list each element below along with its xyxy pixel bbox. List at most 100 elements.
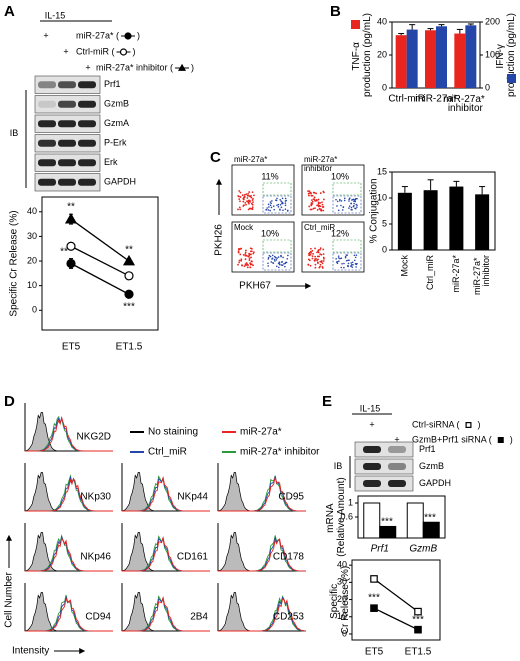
histogram [25, 537, 113, 572]
bar [379, 525, 397, 539]
ib-label: IB [334, 461, 343, 471]
event-dot [311, 200, 314, 203]
y-tick-label: 20 [337, 594, 347, 604]
event-dot [285, 199, 288, 202]
marker-label: NKp30 [80, 492, 111, 503]
legend-label: No staining [148, 427, 198, 438]
event-dot [276, 257, 278, 259]
event-dot [355, 254, 358, 256]
event-dot [314, 199, 316, 202]
x-tick-label: Prf1 [371, 544, 389, 555]
event-dot [237, 195, 240, 197]
histogram [25, 416, 113, 452]
event-dot [277, 206, 280, 208]
event-dot [316, 261, 319, 264]
event-dot [347, 265, 349, 267]
event-dot [238, 261, 240, 264]
event-dot [311, 203, 314, 205]
event-dot [282, 256, 284, 259]
plot-label: miR-27a* [234, 155, 267, 164]
event-dot [284, 202, 287, 204]
event-dot [249, 195, 252, 198]
event-dot [237, 251, 240, 254]
event-dot [283, 263, 285, 265]
event-dot [280, 200, 282, 202]
event-dot [337, 209, 340, 212]
event-dot [308, 190, 311, 193]
event-dot [278, 261, 281, 264]
bar [465, 25, 477, 88]
event-dot [249, 247, 252, 250]
event-dot [336, 200, 339, 203]
event-dot [337, 255, 340, 257]
marker [177, 63, 187, 71]
event-dot [245, 254, 248, 257]
band [38, 139, 56, 147]
event-dot [312, 191, 315, 194]
lane-mark: + [43, 30, 48, 40]
blot-label: GAPDH [104, 177, 136, 187]
event-dot [280, 206, 283, 209]
band [388, 446, 406, 453]
event-dot [319, 202, 322, 204]
event-dot [265, 208, 268, 211]
event-dot [337, 257, 340, 259]
band [58, 178, 76, 186]
event-dot [335, 198, 337, 201]
event-dot [341, 209, 344, 211]
band [363, 463, 381, 470]
y-tick-label: 30 [337, 577, 347, 587]
event-dot [318, 207, 321, 210]
series-line [70, 245, 130, 277]
event-dot [250, 253, 252, 256]
y-tick-label: 10 [337, 611, 347, 621]
marker [370, 604, 378, 612]
event-dot [277, 203, 280, 206]
event-dot [246, 194, 249, 197]
event-dot [309, 250, 312, 253]
gate [332, 195, 362, 214]
event-dot [281, 197, 284, 200]
marker [64, 212, 78, 224]
event-dot [313, 196, 316, 199]
lane-mark: + [85, 62, 90, 72]
event-dot [322, 253, 325, 256]
event-dot [244, 253, 247, 255]
x-tick-label: miR-27a* [451, 255, 461, 293]
y-tick-label: 10 [27, 280, 37, 290]
event-dot [269, 255, 272, 258]
histogram [217, 532, 306, 572]
x-tick-label: miR-27a* [415, 94, 457, 105]
y-axis-label: PKH26 [214, 224, 225, 256]
event-dot [323, 191, 325, 194]
event-dot [281, 201, 284, 204]
event-dot [241, 264, 243, 267]
event-dot [339, 198, 341, 201]
event-dot [355, 203, 358, 206]
blot-label: Erk [104, 157, 118, 167]
condition-label: ) [191, 62, 194, 72]
histogram [122, 477, 210, 512]
event-dot [238, 259, 241, 262]
marker-label: NKG2D [77, 432, 111, 443]
event-dot [252, 198, 254, 200]
gate-percent: 10% [331, 171, 349, 181]
flow-plot [301, 221, 365, 273]
annotation: ** [125, 245, 133, 256]
blot-label: GzmA [104, 118, 129, 128]
condition-label: Ctrl-siRNA ( [412, 419, 460, 429]
annotation: *** [424, 513, 436, 524]
bar [454, 33, 466, 88]
band [78, 159, 96, 167]
event-dot [239, 200, 241, 203]
marker [370, 575, 378, 583]
event-dot [353, 259, 356, 262]
event-dot [348, 205, 351, 207]
y-axis-label: TNF-α production (pg/mL) [351, 13, 373, 97]
event-dot [317, 249, 320, 251]
event-dot [282, 209, 284, 212]
event-dot [267, 258, 270, 260]
marker [124, 271, 134, 281]
event-dot [352, 198, 355, 201]
x-tick-label: miR-27a* inhibitor [473, 255, 492, 295]
